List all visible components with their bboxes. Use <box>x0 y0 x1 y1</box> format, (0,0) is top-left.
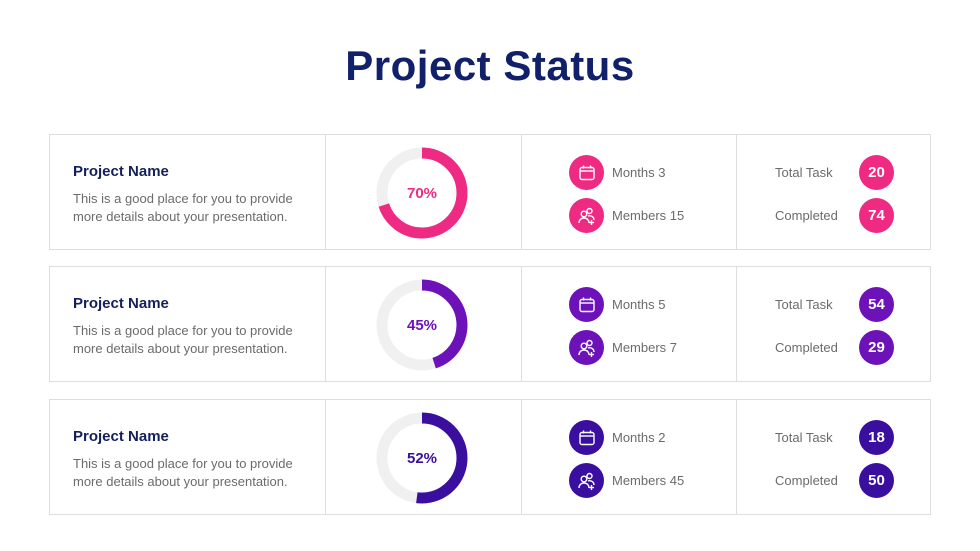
add-user-icon <box>569 198 604 233</box>
calendar-icon <box>569 420 604 455</box>
project-name: Project Name <box>73 163 169 180</box>
progress-cell: 52% <box>326 400 522 514</box>
total-task-badge: 54 <box>859 287 894 322</box>
completed-badge: 74 <box>859 198 894 233</box>
completed-item: Completed 29 <box>775 330 935 365</box>
add-user-icon <box>569 463 604 498</box>
total-task-label: Total Task <box>775 297 833 312</box>
members-item: Members 45 <box>569 463 684 498</box>
completed-label: Completed <box>775 208 838 223</box>
members-label: Members 7 <box>612 340 678 355</box>
total-task-label: Total Task <box>775 165 833 180</box>
completed-item: Completed 74 <box>775 198 935 233</box>
members-label: Members 15 <box>612 208 685 223</box>
calendar-icon <box>569 155 604 190</box>
project-row: Project Name This is a good place for yo… <box>49 134 931 250</box>
description-line: more details about your presentation. <box>73 474 288 489</box>
project-info-cell: Project Name This is a good place for yo… <box>50 267 326 381</box>
completed-item: Completed 50 <box>775 463 935 498</box>
page-title: Project Status <box>345 42 635 89</box>
stats-cell: Total Task 54 Completed 29 <box>737 267 930 381</box>
progress-percent: 45% <box>406 316 438 334</box>
project-name: Project Name <box>73 428 169 445</box>
completed-badge: 50 <box>859 463 894 498</box>
months-label: Months 5 <box>612 297 666 312</box>
months-item: Months 2 <box>569 420 665 455</box>
total-task-label: Total Task <box>775 430 833 445</box>
completed-badge: 29 <box>859 330 894 365</box>
total-task-badge: 20 <box>859 155 894 190</box>
total-task-item: Total Task 18 <box>775 420 935 455</box>
progress-donut <box>376 279 468 371</box>
total-task-badge: 18 <box>859 420 894 455</box>
completed-label: Completed <box>775 473 838 488</box>
description-line: This is a good place for you to provide <box>73 456 293 471</box>
stats-cell: Total Task 20 Completed 74 <box>737 135 930 249</box>
stats-cell: Total Task 18 Completed 50 <box>737 400 930 514</box>
project-row: Project Name This is a good place for yo… <box>49 266 931 382</box>
members-item: Members 7 <box>569 330 677 365</box>
progress-cell: 70% <box>326 135 522 249</box>
description-line: more details about your presentation. <box>73 209 288 224</box>
project-row: Project Name This is a good place for yo… <box>49 399 931 515</box>
meta-cell: Months 3 Members 15 <box>522 135 737 249</box>
description-line: more details about your presentation. <box>73 341 288 356</box>
progress-percent: 70% <box>406 184 438 202</box>
total-task-item: Total Task 54 <box>775 287 935 322</box>
meta-cell: Months 5 Members 7 <box>522 267 737 381</box>
project-description: This is a good place for you to provide … <box>73 190 325 226</box>
total-task-item: Total Task 20 <box>775 155 935 190</box>
months-label: Months 3 <box>612 165 666 180</box>
project-name: Project Name <box>73 295 169 312</box>
completed-label: Completed <box>775 340 838 355</box>
progress-donut <box>376 147 468 239</box>
months-item: Months 3 <box>569 155 665 190</box>
description-line: This is a good place for you to provide <box>73 191 293 206</box>
progress-percent: 52% <box>406 449 438 467</box>
add-user-icon <box>569 330 604 365</box>
project-info-cell: Project Name This is a good place for yo… <box>50 400 326 514</box>
progress-cell: 45% <box>326 267 522 381</box>
members-item: Members 15 <box>569 198 684 233</box>
progress-donut <box>376 412 468 504</box>
months-item: Months 5 <box>569 287 665 322</box>
project-info-cell: Project Name This is a good place for yo… <box>50 135 326 249</box>
project-description: This is a good place for you to provide … <box>73 322 325 358</box>
project-description: This is a good place for you to provide … <box>73 455 325 491</box>
months-label: Months 2 <box>612 430 666 445</box>
description-line: This is a good place for you to provide <box>73 323 293 338</box>
members-label: Members 45 <box>612 473 685 488</box>
meta-cell: Months 2 Members 45 <box>522 400 737 514</box>
calendar-icon <box>569 287 604 322</box>
